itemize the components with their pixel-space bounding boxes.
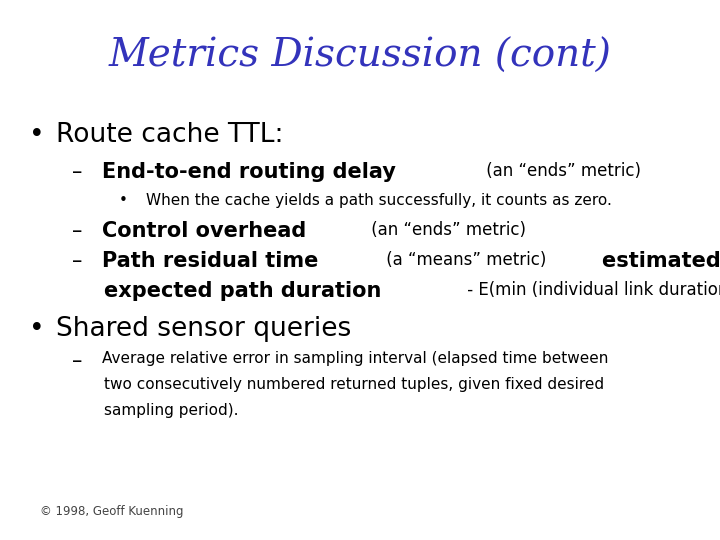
Text: –: –: [72, 251, 82, 271]
Text: (an “ends” metric): (an “ends” metric): [366, 221, 526, 239]
Text: Route cache TTL:: Route cache TTL:: [56, 122, 284, 147]
Text: End-to-end routing delay: End-to-end routing delay: [102, 162, 396, 182]
Text: Shared sensor queries: Shared sensor queries: [56, 316, 351, 342]
Text: expected path duration: expected path duration: [104, 281, 382, 301]
Text: - E(min (individual link durations)): - E(min (individual link durations)): [462, 281, 720, 299]
Text: (an “ends” metric): (an “ends” metric): [482, 162, 642, 180]
Text: Metrics Discussion (cont): Metrics Discussion (cont): [109, 38, 611, 75]
Text: •: •: [119, 193, 127, 208]
Text: –: –: [72, 351, 82, 371]
Text: (a “means” metric): (a “means” metric): [382, 251, 552, 269]
Text: Path residual time: Path residual time: [102, 251, 319, 271]
Text: –: –: [72, 221, 82, 241]
Text: •: •: [29, 316, 45, 342]
Text: Average relative error in sampling interval (elapsed time between: Average relative error in sampling inter…: [102, 351, 608, 366]
Text: •: •: [29, 122, 45, 147]
Text: –: –: [72, 162, 82, 182]
Text: estimated as: estimated as: [602, 251, 720, 271]
Text: Control overhead: Control overhead: [102, 221, 307, 241]
Text: When the cache yields a path successfully, it counts as zero.: When the cache yields a path successfull…: [146, 193, 612, 208]
Text: sampling period).: sampling period).: [104, 403, 239, 418]
Text: two consecutively numbered returned tuples, given fixed desired: two consecutively numbered returned tupl…: [104, 377, 605, 392]
Text: © 1998, Geoff Kuenning: © 1998, Geoff Kuenning: [40, 505, 183, 518]
